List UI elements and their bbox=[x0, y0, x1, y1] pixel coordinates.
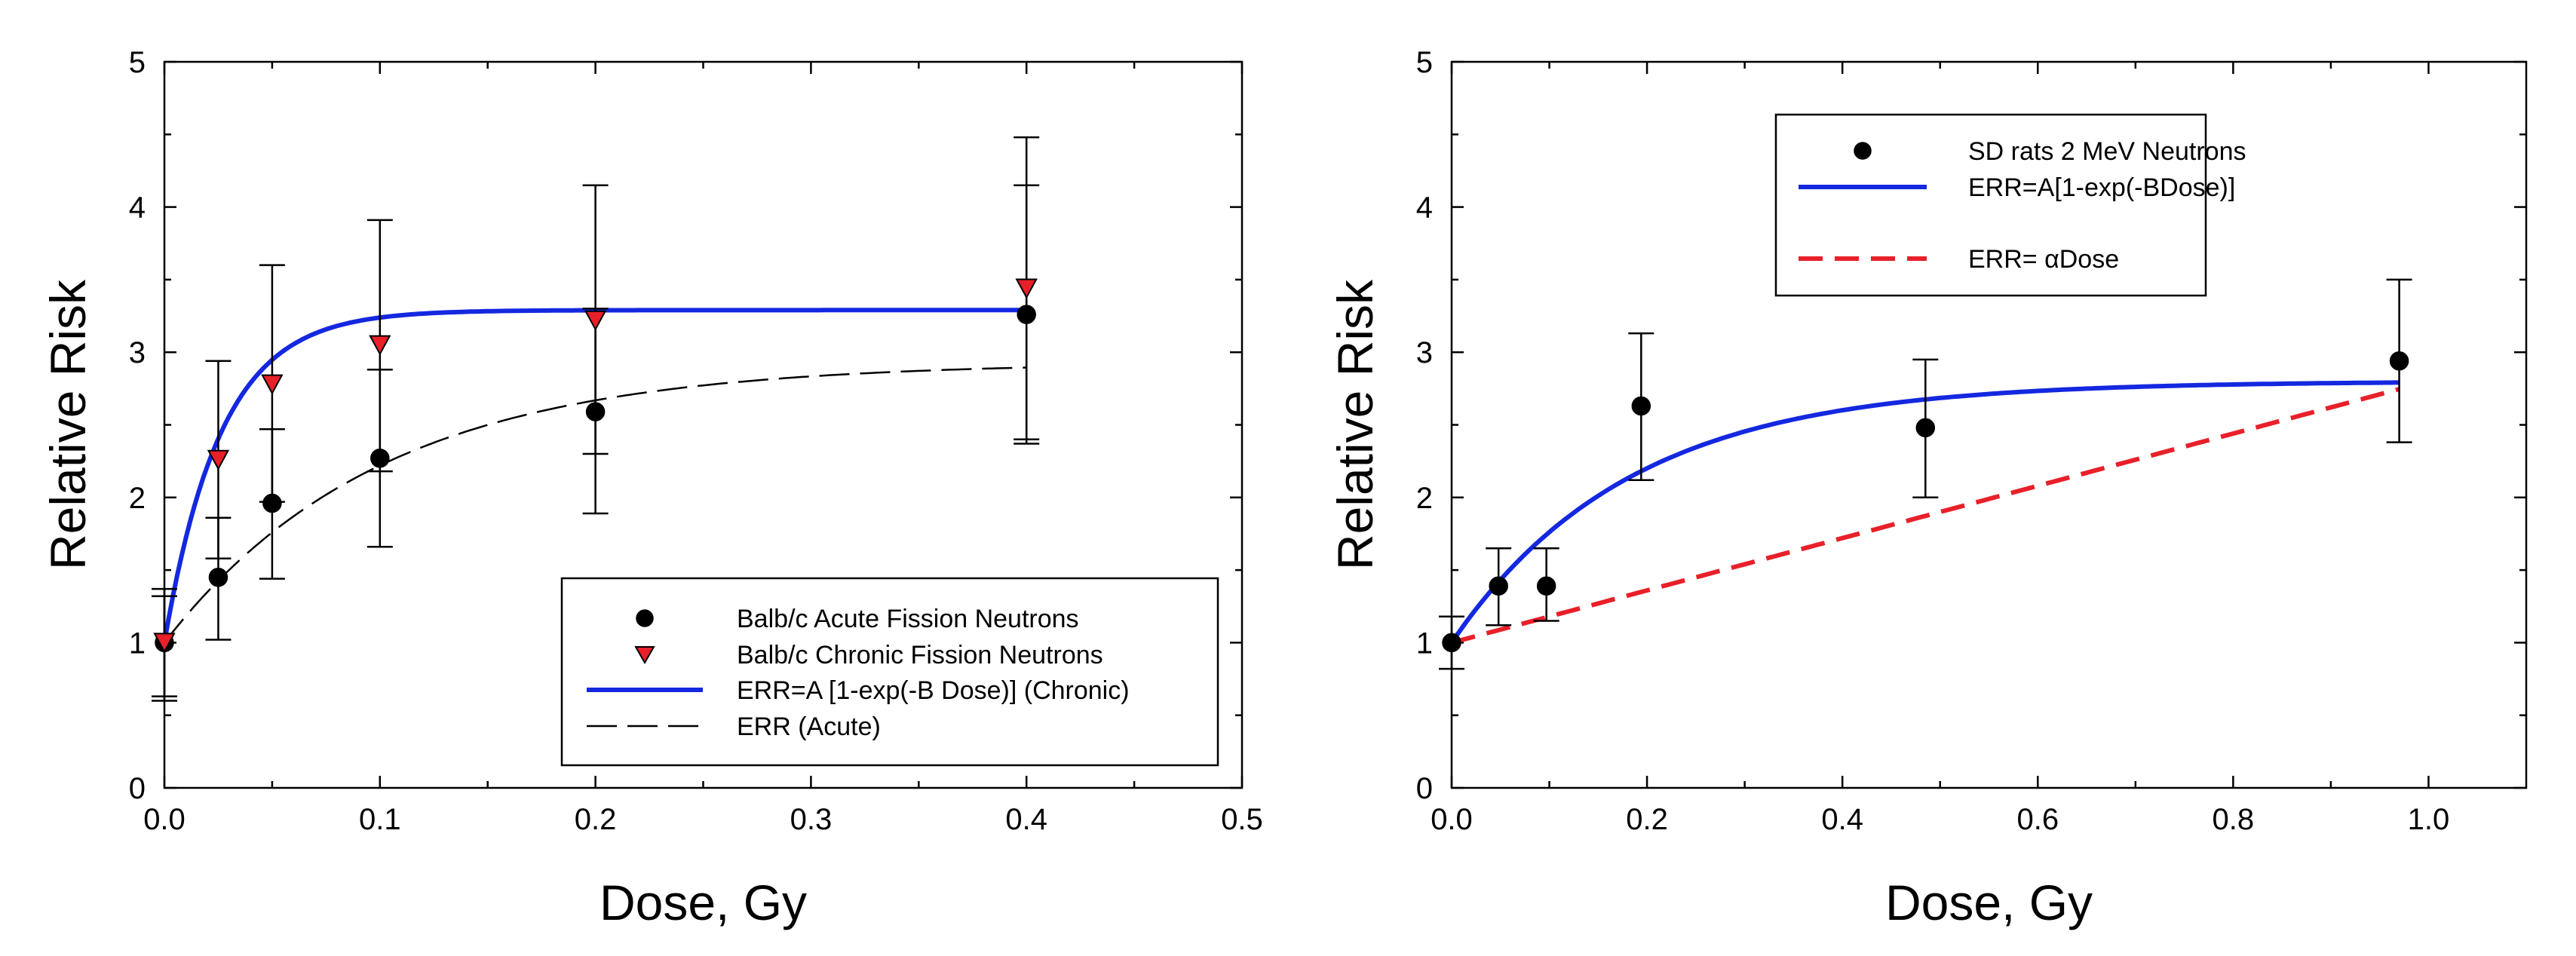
data-point bbox=[262, 493, 282, 513]
x-tick-label: 0.2 bbox=[1626, 803, 1668, 836]
legend-label: ERR (Acute) bbox=[737, 712, 881, 741]
legend-label: SD rats 2 MeV Neutrons bbox=[1968, 137, 2246, 166]
data-point bbox=[1489, 576, 1508, 596]
legend-label: ERR= αDose bbox=[1968, 245, 2119, 274]
x-tick-label: 0.2 bbox=[575, 803, 617, 836]
y-tick-label: 5 bbox=[129, 46, 146, 79]
curve-err-dose bbox=[1451, 387, 2400, 645]
y-tick-label: 1 bbox=[129, 627, 146, 660]
data-point bbox=[1442, 633, 1461, 653]
data-point bbox=[1017, 305, 1036, 324]
y-tick-label: 3 bbox=[129, 336, 146, 369]
y-tick-label: 2 bbox=[1416, 482, 1433, 515]
legend-label: ERR=A[1-exp(-BDose)] bbox=[1968, 173, 2235, 202]
data-point-triangle bbox=[1015, 278, 1038, 299]
data-point bbox=[1915, 418, 1936, 438]
legend-label: ERR=A [1-exp(-B Dose)] (Chronic) bbox=[737, 676, 1130, 705]
x-axis-title: Dose, Gy bbox=[1885, 875, 2093, 930]
data-point bbox=[2389, 351, 2409, 371]
y-axis-title: Relative Risk bbox=[1327, 279, 1383, 570]
y-axis-title: Relative Risk bbox=[40, 279, 96, 570]
y-tick-label: 5 bbox=[1416, 46, 1433, 79]
legend-label: Balb/c Acute Fission Neutrons bbox=[737, 605, 1079, 633]
x-tick-label: 0.4 bbox=[1005, 803, 1047, 836]
legend-box bbox=[1774, 113, 2207, 297]
data-point-triangle bbox=[153, 633, 176, 654]
y-tick-label: 2 bbox=[129, 482, 146, 515]
data-point bbox=[208, 567, 228, 587]
chart-right: 0.0 0.2 0.4 0.6 0.8 1.0 0 1 2 3 4 5 Dose, Gy Relative… bbox=[1327, 46, 2528, 930]
legend-symbol-circle bbox=[636, 609, 654, 627]
chart-left: 0.0 0.1 0.2 0.3 0.4 0.5 0 1 2 3 4 5 Dose, Gy Relative… bbox=[40, 46, 1263, 930]
data-point bbox=[585, 402, 606, 421]
x-tick-label: 0.8 bbox=[2213, 803, 2255, 836]
y-tick-label: 0 bbox=[129, 772, 146, 805]
y-tick-label: 0 bbox=[1416, 772, 1433, 805]
x-tick-label: 0.0 bbox=[143, 803, 186, 836]
legend-box bbox=[560, 577, 1219, 767]
legend-symbol-triangle bbox=[634, 646, 655, 665]
legend-label: Balb/c Chronic Fission Neutrons bbox=[737, 641, 1103, 670]
y-tick-label: 3 bbox=[1416, 336, 1433, 369]
data-point bbox=[1536, 576, 1556, 596]
data-point-triangle bbox=[261, 374, 284, 395]
data-point bbox=[370, 449, 390, 468]
data-point bbox=[1631, 396, 1651, 416]
data-point-triangle bbox=[207, 449, 230, 470]
y-tick-label: 1 bbox=[1416, 627, 1433, 660]
x-tick-label: 0.0 bbox=[1431, 803, 1473, 836]
x-tick-label: 0.6 bbox=[2016, 803, 2059, 836]
y-tick-label: 4 bbox=[1416, 192, 1433, 225]
data-point-triangle bbox=[369, 335, 391, 356]
data-point-triangle bbox=[584, 310, 607, 331]
x-tick-label: 1.0 bbox=[2408, 803, 2450, 836]
y-tick-label: 4 bbox=[129, 192, 146, 225]
x-tick-label: 0.5 bbox=[1221, 803, 1263, 836]
legend-symbol-circle bbox=[1854, 142, 1872, 160]
x-tick-label: 0.4 bbox=[1821, 803, 1863, 836]
x-tick-label: 0.3 bbox=[790, 803, 833, 836]
x-axis-title: Dose, Gy bbox=[600, 875, 807, 930]
x-tick-label: 0.1 bbox=[359, 803, 401, 836]
